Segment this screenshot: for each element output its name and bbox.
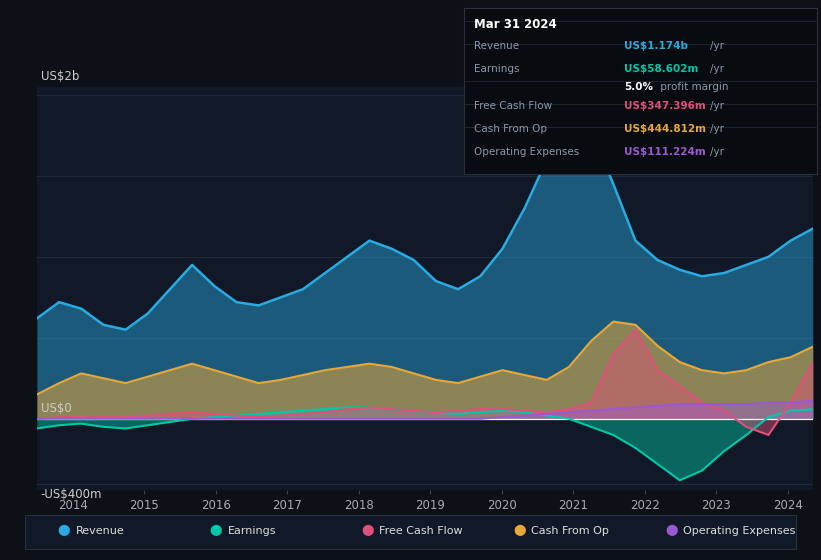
Text: /yr: /yr: [710, 64, 724, 74]
Text: Revenue: Revenue: [76, 526, 124, 536]
Text: Cash From Op: Cash From Op: [531, 526, 609, 536]
Text: US$0: US$0: [41, 402, 71, 415]
Text: Operating Expenses: Operating Expenses: [474, 147, 579, 157]
Text: Cash From Op: Cash From Op: [474, 124, 547, 134]
Text: Free Cash Flow: Free Cash Flow: [379, 526, 463, 536]
Text: /yr: /yr: [710, 124, 724, 134]
Text: US$58.602m: US$58.602m: [624, 64, 699, 74]
Text: Earnings: Earnings: [474, 64, 519, 74]
Text: profit margin: profit margin: [657, 82, 728, 92]
Text: US$2b: US$2b: [41, 70, 79, 83]
Text: ⬤: ⬤: [57, 525, 70, 536]
Text: Revenue: Revenue: [474, 41, 519, 52]
Text: US$1.174b: US$1.174b: [624, 41, 688, 52]
Text: ⬤: ⬤: [209, 525, 222, 536]
Text: /yr: /yr: [710, 101, 724, 111]
Text: Earnings: Earnings: [227, 526, 276, 536]
Text: US$111.224m: US$111.224m: [624, 147, 706, 157]
Text: ⬤: ⬤: [361, 525, 374, 536]
Text: 5.0%: 5.0%: [624, 82, 653, 92]
Text: Operating Expenses: Operating Expenses: [683, 526, 796, 536]
Text: /yr: /yr: [710, 147, 724, 157]
Text: Free Cash Flow: Free Cash Flow: [474, 101, 552, 111]
Text: Mar 31 2024: Mar 31 2024: [474, 18, 557, 31]
Text: ⬤: ⬤: [513, 525, 525, 536]
Text: /yr: /yr: [710, 41, 724, 52]
Text: ⬤: ⬤: [665, 525, 677, 536]
Text: US$347.396m: US$347.396m: [624, 101, 706, 111]
Text: US$444.812m: US$444.812m: [624, 124, 706, 134]
Text: -US$400m: -US$400m: [41, 488, 103, 501]
